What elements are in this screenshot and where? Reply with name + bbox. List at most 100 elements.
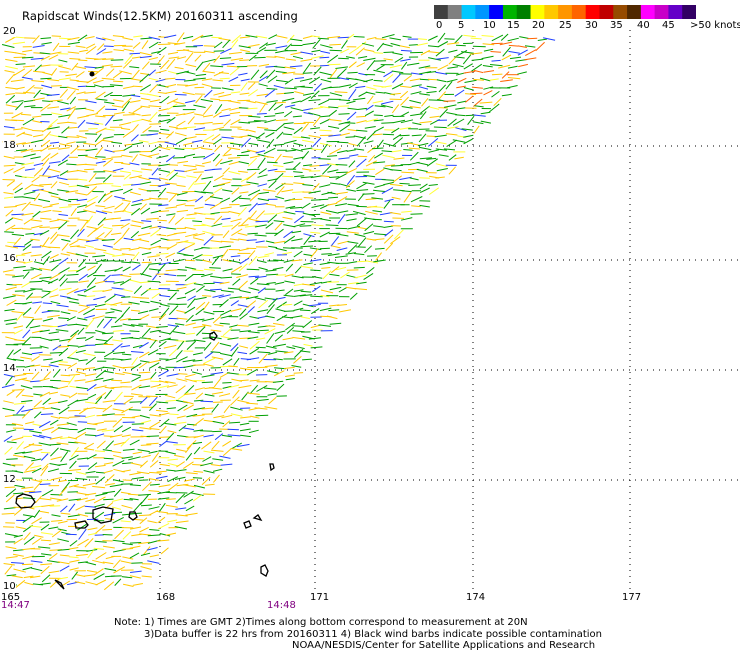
wind-barb <box>42 237 49 247</box>
wind-barb <box>123 584 133 586</box>
wind-barb <box>374 153 383 158</box>
wind-barb <box>348 108 358 109</box>
wind-barb <box>294 143 304 146</box>
wind-barb <box>446 134 457 135</box>
wind-barb <box>321 144 327 153</box>
wind-barb <box>320 119 330 124</box>
wind-barb <box>59 407 69 414</box>
wind-barb <box>103 535 113 536</box>
wind-barb <box>185 72 196 75</box>
wind-barb <box>221 336 232 338</box>
wind-barb <box>349 143 358 145</box>
wind-barb <box>233 390 240 398</box>
wind-barb <box>12 234 24 235</box>
wind-barb <box>202 84 213 87</box>
wind-barb <box>193 254 203 259</box>
wind-barb <box>86 357 96 364</box>
wind-barb <box>132 221 144 223</box>
wind-barb <box>167 339 179 340</box>
time-label: 14:48 <box>267 600 296 611</box>
wind-barb <box>321 176 330 177</box>
wind-barb <box>16 102 23 110</box>
wind-barb <box>220 310 231 315</box>
wind-barb <box>302 185 313 186</box>
wind-barb <box>11 120 24 121</box>
wind-barb <box>95 116 105 117</box>
wind-barb <box>4 197 13 198</box>
wind-barb <box>222 137 234 138</box>
wind-barb <box>114 392 123 402</box>
wind-barb <box>14 349 21 354</box>
wind-barb <box>150 100 160 102</box>
wind-barb <box>473 122 484 124</box>
wind-barb <box>383 44 393 47</box>
wind-barb <box>201 177 213 179</box>
wind-barb <box>184 255 194 256</box>
wind-barb <box>176 494 185 503</box>
wind-barb <box>420 184 428 189</box>
wind-barb <box>193 238 204 241</box>
wind-barb <box>85 562 96 565</box>
wind-barb <box>134 502 142 511</box>
wind-barb <box>301 148 312 150</box>
wind-barb <box>408 185 421 186</box>
wind-barb <box>448 50 457 52</box>
wind-barb <box>204 451 215 453</box>
wind-barb <box>4 127 15 129</box>
wind-barb <box>176 521 189 523</box>
wind-barb <box>129 338 139 339</box>
wind-barb <box>51 235 59 244</box>
wind-barb <box>366 267 374 273</box>
wind-barb <box>349 62 356 68</box>
wind-barb <box>214 51 225 52</box>
wind-barb <box>141 553 150 555</box>
wind-barb <box>326 225 339 226</box>
wind-barb <box>6 105 18 108</box>
wind-barb <box>6 489 16 497</box>
wind-barb <box>7 300 17 305</box>
latitude-label: 10 <box>3 582 16 592</box>
wind-barb <box>437 80 447 82</box>
wind-barb <box>50 448 58 456</box>
wind-barb <box>105 116 113 126</box>
wind-barb <box>275 154 281 162</box>
wind-barb <box>463 35 476 37</box>
wind-barb <box>229 77 238 82</box>
wind-barb <box>267 304 275 313</box>
wind-barb <box>186 473 198 474</box>
wind-barb <box>7 391 15 396</box>
wind-barb <box>112 451 121 452</box>
wind-barb <box>84 449 94 451</box>
wind-barb <box>230 239 239 240</box>
wind-barb <box>120 275 131 277</box>
wind-barb <box>346 168 357 173</box>
wind-barb <box>276 309 286 312</box>
wind-barb <box>138 233 150 236</box>
wind-barb <box>258 199 269 201</box>
wind-barb <box>472 87 483 88</box>
wind-barb <box>50 420 58 425</box>
wind-barb <box>231 449 242 451</box>
wind-barb <box>302 169 311 170</box>
wind-barb <box>103 159 113 167</box>
wind-barb <box>14 509 22 516</box>
wind-barb <box>400 46 410 48</box>
wind-barb <box>12 276 24 277</box>
wind-barb <box>93 291 105 292</box>
wind-barb <box>375 39 386 40</box>
wind-barb <box>76 267 86 273</box>
wind-barb <box>269 397 277 404</box>
wind-barb <box>195 297 206 299</box>
wind-barb <box>31 561 43 563</box>
wind-barb <box>114 489 121 497</box>
wind-barb <box>231 266 242 272</box>
wind-barb <box>254 57 265 58</box>
wind-barb <box>175 67 184 69</box>
wind-barb <box>285 105 295 107</box>
wind-barb <box>87 429 96 430</box>
wind-barb <box>429 107 439 110</box>
wind-barb <box>214 188 222 193</box>
wind-barb <box>377 65 385 70</box>
wind-barb <box>185 323 195 326</box>
wind-barb <box>492 74 502 75</box>
